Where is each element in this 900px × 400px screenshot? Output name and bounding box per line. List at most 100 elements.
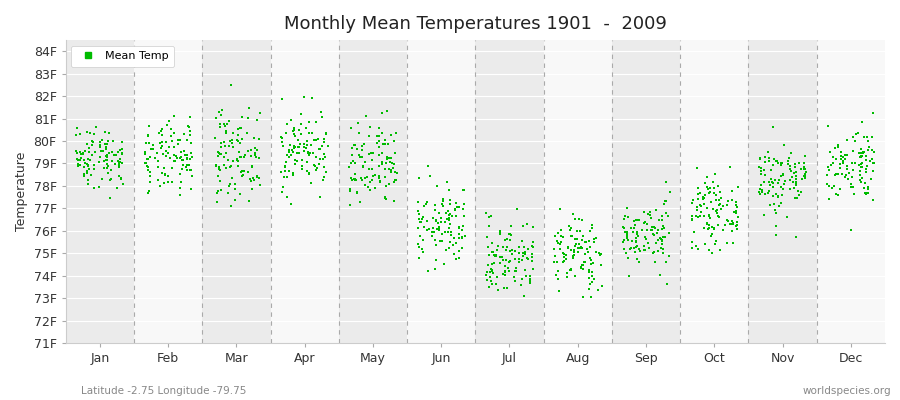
Point [765,179,779,185]
Point [582,280,597,287]
Point [138,160,152,166]
Point [81,166,95,173]
Point [140,190,155,196]
Point [716,202,731,209]
Point [482,284,496,290]
Point [80,161,94,167]
Point [520,246,535,252]
Point [362,133,376,139]
Point [854,161,868,167]
Point [95,137,110,143]
Point [637,246,652,253]
Point [73,156,87,163]
Point [233,154,248,160]
Point [431,209,446,216]
Point [782,186,796,192]
Point [858,180,872,186]
Point [347,176,362,182]
Point [861,147,876,153]
Point [716,227,730,233]
Point [184,154,199,160]
Point [620,232,634,239]
Point [410,225,425,231]
Point [370,140,384,146]
Point [523,280,537,286]
Point [482,262,496,268]
Point [349,177,364,184]
Point [70,157,85,164]
Point [274,139,289,145]
Point [152,130,166,136]
Point [495,254,509,260]
Point [387,198,401,204]
Point [452,248,466,255]
Point [69,124,84,131]
Point [456,187,471,194]
Point [770,191,784,198]
Point [865,134,879,140]
Point [93,142,107,148]
Point [173,137,187,144]
Point [436,195,451,202]
Point [838,174,852,180]
Point [301,149,315,156]
Point [221,118,236,124]
Point [839,171,853,178]
Point [838,156,852,163]
Point [223,82,238,89]
Point [423,173,437,180]
Point [92,184,106,190]
Point [224,163,238,170]
Point [854,152,868,159]
Point [299,145,313,151]
Point [772,176,787,183]
Point [652,235,667,242]
Point [285,147,300,153]
Point [589,248,603,255]
Point [213,124,228,130]
Point [566,248,580,255]
Point [709,208,724,214]
Point [253,182,267,189]
Point [356,164,370,170]
Point [761,158,776,164]
Point [343,185,357,192]
Point [651,237,665,243]
Point [309,167,323,174]
Point [789,179,804,185]
Point [526,266,540,272]
Point [372,173,386,179]
Point [487,260,501,266]
Point [754,171,769,177]
Point [845,148,859,154]
Point [585,273,599,279]
Point [447,206,462,212]
Point [704,199,718,205]
Point [180,155,194,162]
Point [568,216,582,222]
Point [378,174,392,181]
Point [685,217,699,224]
Point [355,154,369,161]
Bar [475,40,544,343]
Point [113,174,128,181]
Point [310,165,325,171]
Point [822,183,836,190]
Point [222,138,237,144]
Point [723,164,737,170]
Point [140,156,155,162]
Point [762,182,777,188]
Point [710,210,724,216]
Point [348,171,363,178]
Point [179,162,194,168]
Point [560,270,574,276]
Point [835,154,850,160]
Point [214,112,229,118]
Point [448,200,463,206]
Point [155,139,169,145]
Point [518,251,532,258]
Point [820,172,834,178]
Point [433,238,447,244]
Point [382,155,396,162]
Point [100,157,114,164]
